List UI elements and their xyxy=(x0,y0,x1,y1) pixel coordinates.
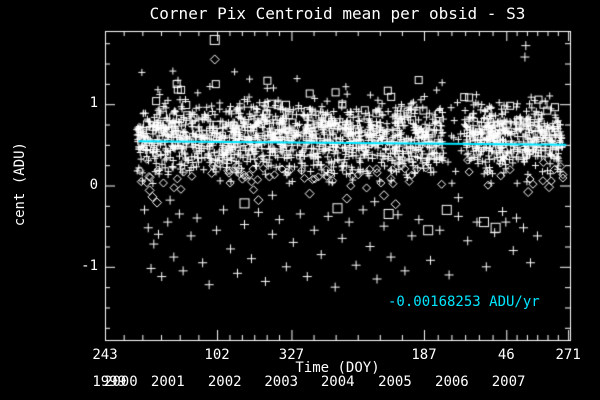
x-year-label: 2004 xyxy=(320,374,355,390)
x-year-label: 2001 xyxy=(150,374,185,390)
y-tick-label: -1 xyxy=(81,257,98,274)
x-year-label: 2006 xyxy=(435,374,469,390)
x-tick-label: 327 xyxy=(278,347,305,363)
x-tick-label: 46 xyxy=(497,347,515,363)
trend-rate-annotation: -0.00168253 ADU/yr xyxy=(388,294,540,310)
x-year-label: 2003 xyxy=(264,374,299,390)
x-tick-label: 187 xyxy=(411,347,437,363)
y-tick-label: 0 xyxy=(89,176,98,193)
x-year-label: 2000 xyxy=(103,374,138,390)
x-year-label: 1999 xyxy=(92,374,127,390)
x-year-label: 2005 xyxy=(378,374,412,390)
y-tick-label: 1 xyxy=(89,95,98,112)
chart-title: Corner Pix Centroid mean per obsid - S3 xyxy=(149,4,526,23)
x-tick-label: 102 xyxy=(204,347,230,363)
y-axis-label: cent (ADU) xyxy=(12,142,28,227)
x-year-label: 2002 xyxy=(207,374,242,390)
x-year-label: 2007 xyxy=(491,374,526,390)
x-tick-label: 271 xyxy=(555,347,581,363)
x-tick-label: 243 xyxy=(92,347,118,363)
x-axis-label: Time (DOY) xyxy=(295,360,380,376)
